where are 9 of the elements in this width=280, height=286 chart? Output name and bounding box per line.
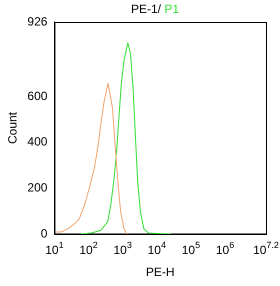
y-tick-label: 600 [27,88,48,103]
x-axis-title: PE-H [146,265,175,280]
y-tick-label: 400 [27,134,48,149]
y-tick-label: 200 [27,180,48,195]
y-tick-label: 0 [40,226,48,240]
chart-title: PE-1/ [130,2,161,16]
text: P1 [163,2,180,16]
y-axis-title: Count [6,111,20,144]
y-tick-label: 926 [27,14,48,28]
